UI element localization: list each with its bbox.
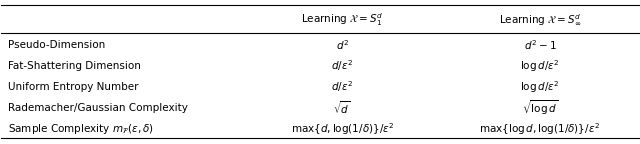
Text: $\log d/\epsilon^2$: $\log d/\epsilon^2$	[520, 79, 559, 95]
Text: $d^2 - 1$: $d^2 - 1$	[524, 38, 556, 52]
Text: $\max\{\log d, \log(1/\delta)\}/\epsilon^2$: $\max\{\log d, \log(1/\delta)\}/\epsilon…	[479, 121, 600, 137]
Text: $\sqrt{\log d}$: $\sqrt{\log d}$	[522, 98, 558, 117]
Text: $\log d/\epsilon^2$: $\log d/\epsilon^2$	[520, 58, 559, 74]
Text: Sample Complexity $m_{\mathcal{F}}(\epsilon,\delta)$: Sample Complexity $m_{\mathcal{F}}(\epsi…	[8, 122, 154, 136]
Text: Fat-Shattering Dimension: Fat-Shattering Dimension	[8, 61, 141, 71]
Text: Rademacher/Gaussian Complexity: Rademacher/Gaussian Complexity	[8, 103, 188, 113]
Text: Uniform Entropy Number: Uniform Entropy Number	[8, 82, 138, 92]
Text: Learning $\mathcal{X} = S_1^d$: Learning $\mathcal{X} = S_1^d$	[301, 11, 383, 28]
Text: $d/\epsilon^2$: $d/\epsilon^2$	[332, 79, 353, 94]
Text: $\sqrt{d}$: $\sqrt{d}$	[333, 100, 351, 116]
Text: Learning $\mathcal{X} = S_\infty^d$: Learning $\mathcal{X} = S_\infty^d$	[499, 12, 581, 27]
Text: $\max\{d, \log(1/\delta)\}/\epsilon^2$: $\max\{d, \log(1/\delta)\}/\epsilon^2$	[291, 121, 394, 137]
Text: $d/\epsilon^2$: $d/\epsilon^2$	[332, 58, 353, 73]
Text: $d^2$: $d^2$	[336, 38, 349, 52]
Text: Pseudo-Dimension: Pseudo-Dimension	[8, 40, 105, 50]
